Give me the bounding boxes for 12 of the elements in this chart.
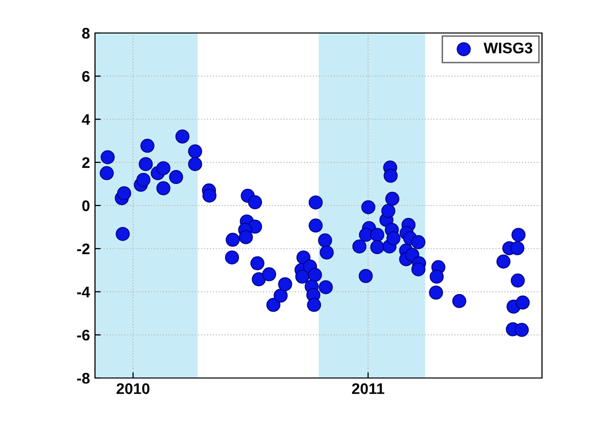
x-tick-label: 2010 xyxy=(116,383,150,394)
y-tick-label: 2 xyxy=(82,157,90,168)
y-tick-label: -4 xyxy=(77,286,90,298)
y-tick-label: -6 xyxy=(77,330,90,341)
y-tick-label: -8 xyxy=(77,372,90,384)
y-tick-label: 8 xyxy=(82,28,90,39)
y-tick-label: 4 xyxy=(82,114,90,125)
y-tick-label: 6 xyxy=(82,70,90,82)
y-tick-label: -2 xyxy=(77,243,90,254)
x-tick-label: 2011 xyxy=(352,383,384,394)
legend-label: WISG3 xyxy=(484,42,532,54)
y-tick-label: 0 xyxy=(82,200,90,212)
